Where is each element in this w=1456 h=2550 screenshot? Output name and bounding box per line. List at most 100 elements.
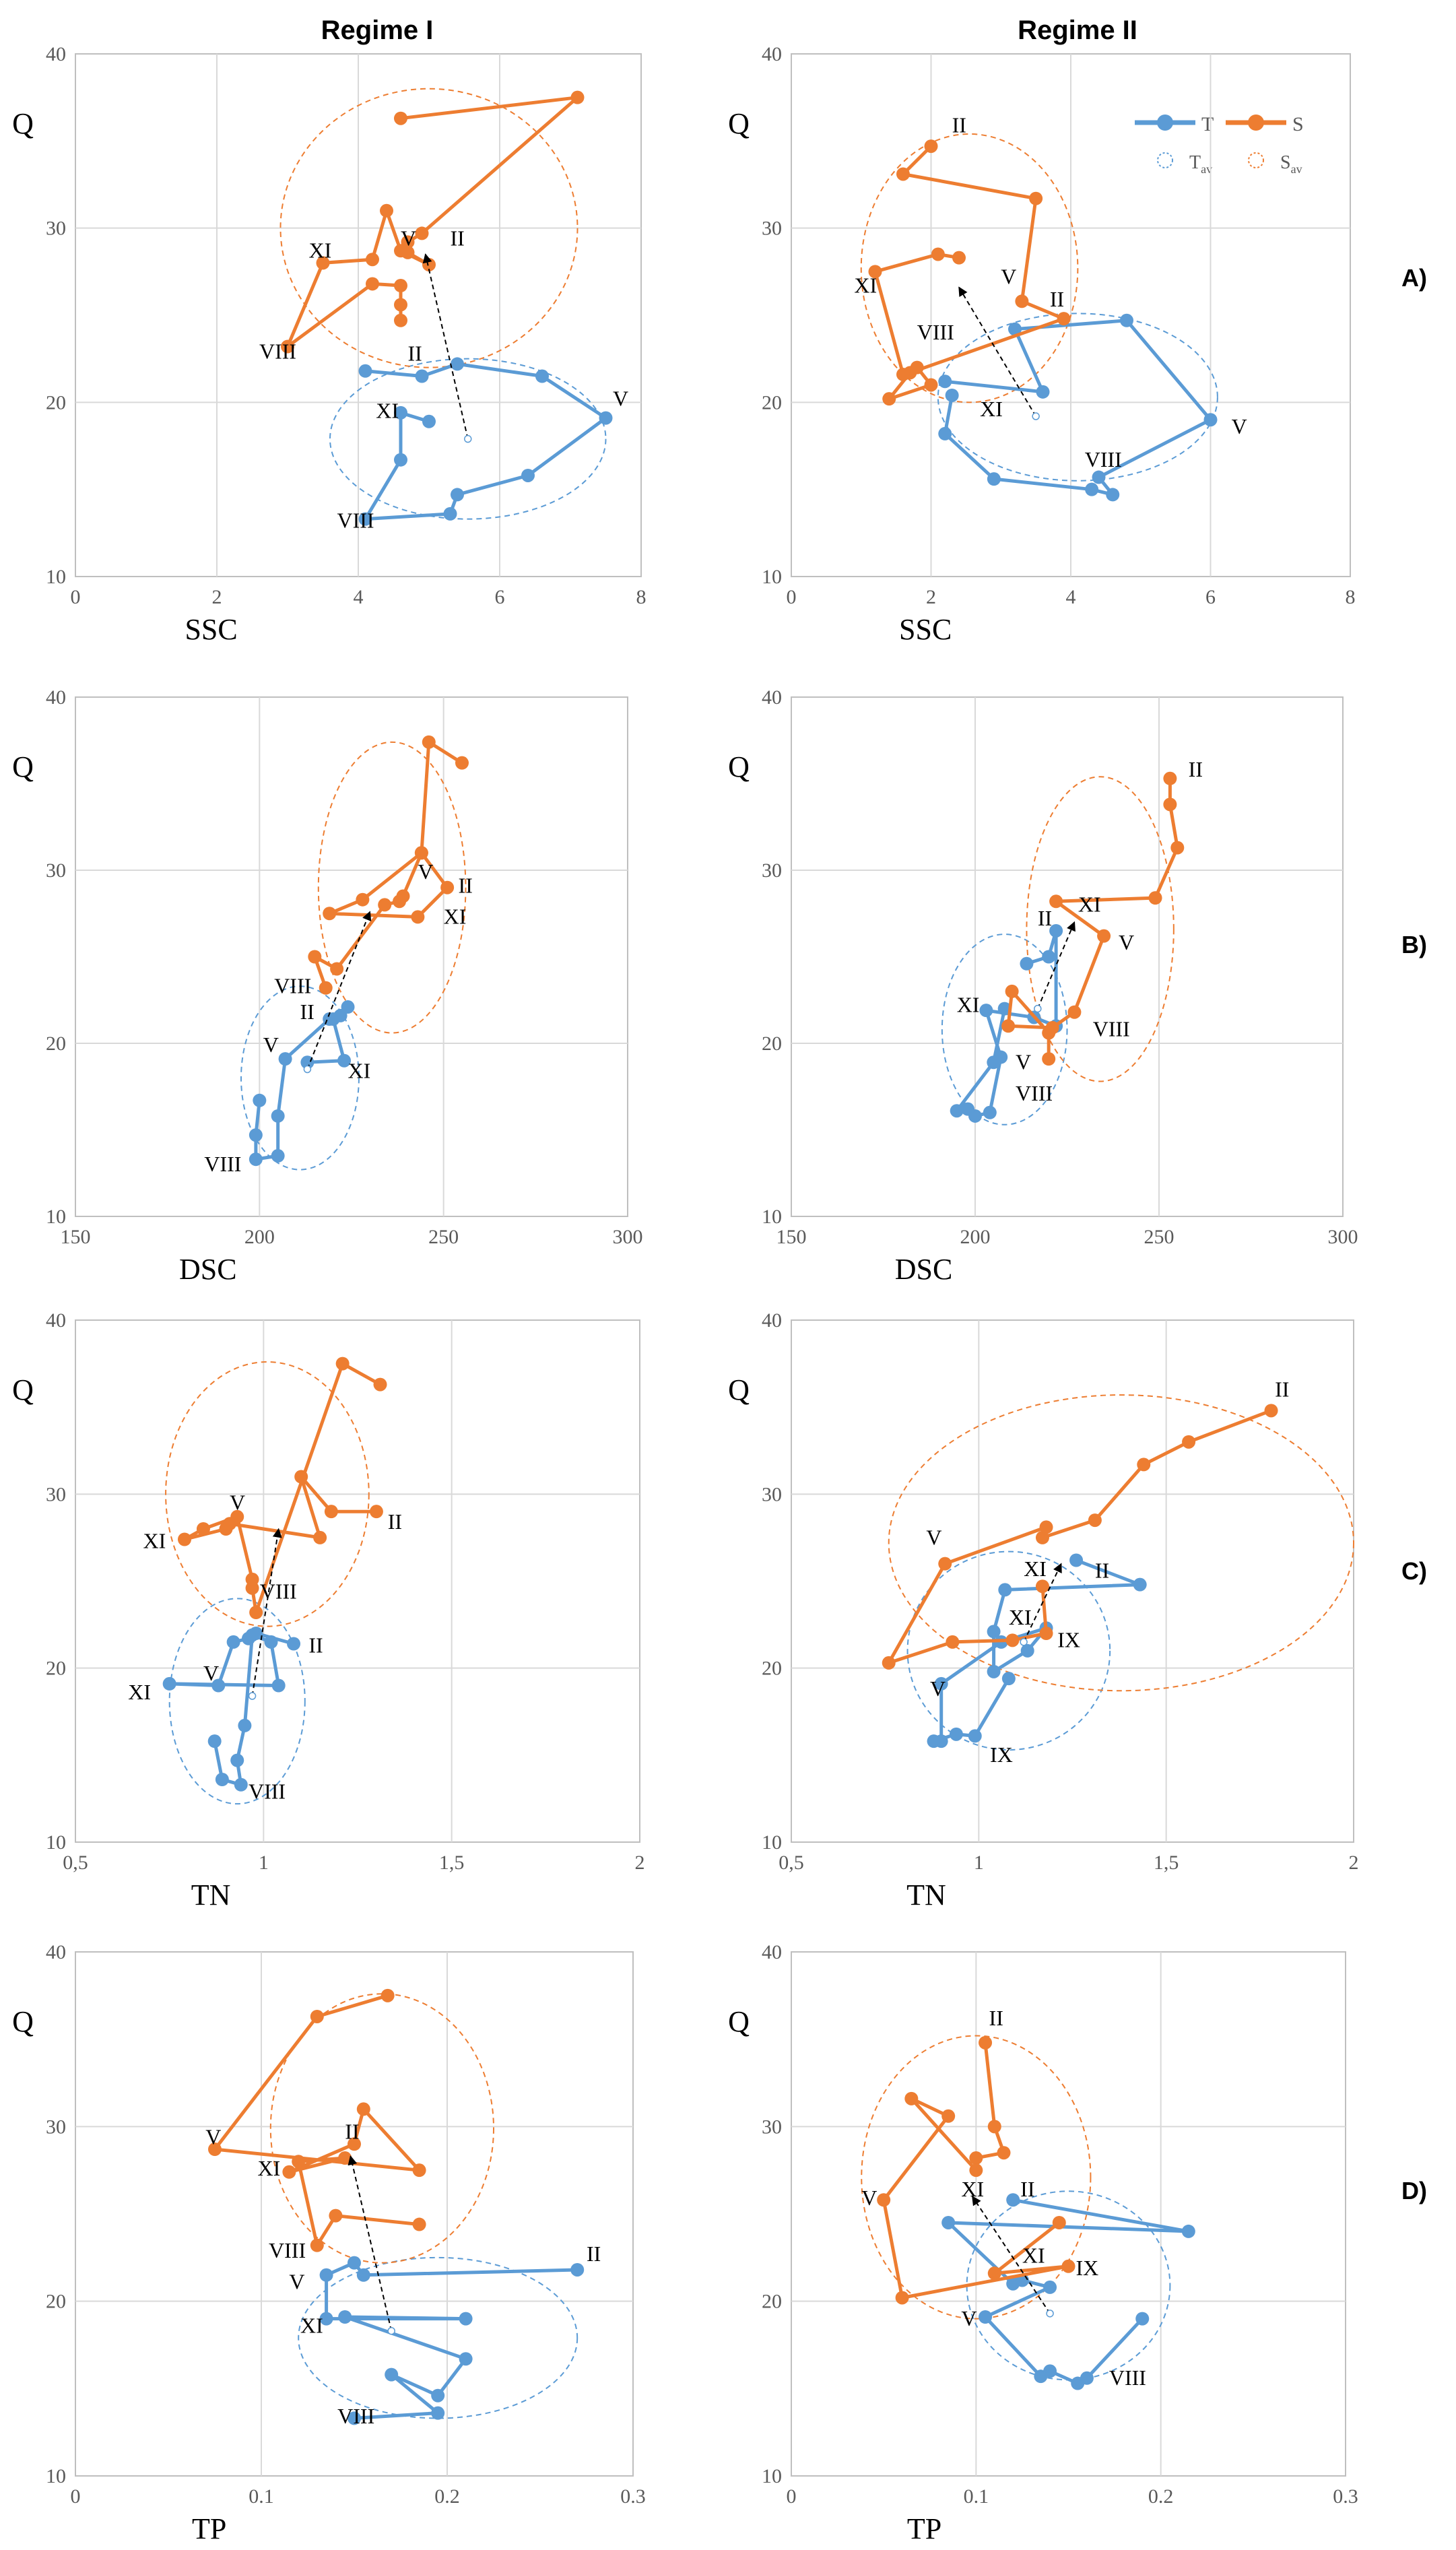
data-point-t — [987, 472, 1001, 486]
y-tick-label: 40 — [46, 43, 66, 65]
data-point-t — [431, 2388, 445, 2402]
month-label: XI — [1022, 2244, 1045, 2268]
data-point-t — [356, 2268, 370, 2282]
data-point-s — [1088, 1513, 1102, 1528]
x-tick-label: 0.3 — [1333, 2485, 1358, 2508]
x-axis-label: SSC — [185, 613, 237, 646]
month-label: II — [1020, 2177, 1034, 2201]
month-label: V — [263, 1033, 279, 1057]
data-point-s — [1049, 894, 1063, 909]
data-point-t — [1001, 1672, 1016, 1686]
data-point-s — [868, 265, 882, 279]
data-point-s — [178, 1532, 192, 1546]
data-point-t — [1049, 923, 1063, 938]
data-point-t — [319, 2312, 333, 2326]
chart-b-i: 150 200 250 30010203040DSCQIIVXIVIIIIIVXIVI… — [12, 686, 642, 1286]
x-tick-label: 6 — [1205, 586, 1216, 608]
y-tick-label: 40 — [46, 1941, 66, 1963]
y-tick-label: 10 — [46, 1831, 66, 1854]
data-point-s — [1042, 1052, 1056, 1066]
y-tick-label: 40 — [762, 686, 782, 709]
ellipse-tav — [168, 1598, 306, 1805]
centroid-t — [464, 434, 472, 443]
ellipse-tav — [937, 313, 1218, 482]
y-tick-label: 10 — [46, 2465, 66, 2487]
data-point-s — [1148, 891, 1162, 905]
data-point-t — [1135, 2312, 1150, 2326]
data-point-t — [949, 1727, 963, 1741]
x-axis-label: DSC — [895, 1253, 953, 1286]
centroid-shift-arrow — [251, 1528, 282, 1697]
data-point-t — [271, 1109, 285, 1123]
chart-c-i: 0,5 1 1,5 2 10 20 30 40 TN Q V XI II VIII II V XI VIII — [12, 1309, 644, 1911]
month-label: V — [230, 1491, 245, 1515]
data-point-t — [253, 1093, 267, 1107]
data-point-t — [278, 1052, 292, 1066]
legend-tav-label: Tav — [1189, 152, 1212, 176]
month-label: IX — [1057, 1628, 1080, 1652]
centroid-t — [1032, 412, 1040, 420]
series-line-s — [213, 1994, 422, 2248]
column-title-regime-1: Regime I — [321, 15, 434, 45]
data-point-s — [369, 1505, 383, 1519]
data-point-t — [1080, 2371, 1094, 2385]
data-point-t — [271, 1678, 286, 1693]
plot-frame — [791, 1951, 1346, 2477]
x-tick-label: 6 — [495, 586, 505, 608]
data-point-s — [938, 1557, 952, 1571]
y-tick-label: 40 — [46, 1309, 66, 1332]
centroid-shift-arrow — [958, 286, 1036, 417]
data-point-s — [1029, 191, 1043, 205]
data-point-s — [882, 1656, 896, 1670]
data-point-s — [931, 247, 945, 261]
series-line-s — [183, 1362, 381, 1614]
data-point-t — [1085, 482, 1099, 496]
data-point-s — [987, 2120, 1001, 2134]
y-tick-label: 40 — [762, 1941, 782, 1963]
data-point-s — [1097, 929, 1111, 943]
month-label: II — [459, 873, 473, 897]
data-point-s — [979, 2035, 993, 2050]
y-axis-label: Q — [728, 1373, 750, 1406]
x-axis-label: SSC — [899, 613, 952, 646]
x-tick-label: 300 — [1328, 1226, 1358, 1248]
data-point-s — [310, 2009, 324, 2023]
data-point-s — [422, 735, 436, 749]
x-tick-label: 0,5 — [779, 1852, 804, 1874]
data-point-s — [415, 226, 429, 240]
data-point-t — [431, 2406, 445, 2420]
data-point-s — [1005, 984, 1019, 998]
x-axis-label: TN — [191, 1878, 231, 1911]
ellipse-sav — [860, 133, 1079, 403]
x-tick-label: 8 — [1346, 586, 1356, 608]
data-point-s — [329, 2209, 343, 2223]
data-point-s — [1042, 1026, 1056, 1040]
data-point-t — [1203, 413, 1218, 427]
data-point-t — [358, 512, 372, 526]
month-label: II — [989, 2006, 1003, 2030]
series-line-s — [873, 145, 1066, 401]
chart-d-ii: 0 0.1 0.2 0.3 10 20 30 40 TP Q II V XI II XI IX V VIII — [728, 1941, 1358, 2545]
chart-a-i: 0 2 4 6 8 10 20 30 40 SSC Q II V XI VIII II XI V VIII — [12, 43, 646, 646]
centroid-t — [248, 1692, 257, 1700]
data-point-t — [271, 1149, 285, 1163]
data-point-s — [969, 2163, 983, 2178]
data-point-s — [882, 392, 896, 406]
data-point-s — [330, 962, 344, 976]
data-point-s — [1182, 1435, 1196, 1449]
data-point-s — [1137, 1458, 1151, 1472]
data-point-s — [440, 880, 455, 894]
ellipse-tav — [298, 2256, 578, 2419]
data-point-t — [234, 1777, 248, 1792]
data-point-t — [535, 369, 549, 383]
x-tick-label: 0,5 — [63, 1852, 88, 1874]
data-point-t — [1120, 313, 1133, 327]
month-label: XI — [1009, 1605, 1032, 1629]
month-label: V — [401, 226, 416, 251]
data-point-t — [230, 1753, 244, 1767]
data-point-t — [1043, 2280, 1057, 2294]
data-point-t — [162, 1676, 176, 1691]
x-tick-label: 8 — [636, 586, 647, 608]
month-label: XI — [1078, 892, 1101, 917]
centroid-shift-arrow — [972, 2195, 1051, 2314]
